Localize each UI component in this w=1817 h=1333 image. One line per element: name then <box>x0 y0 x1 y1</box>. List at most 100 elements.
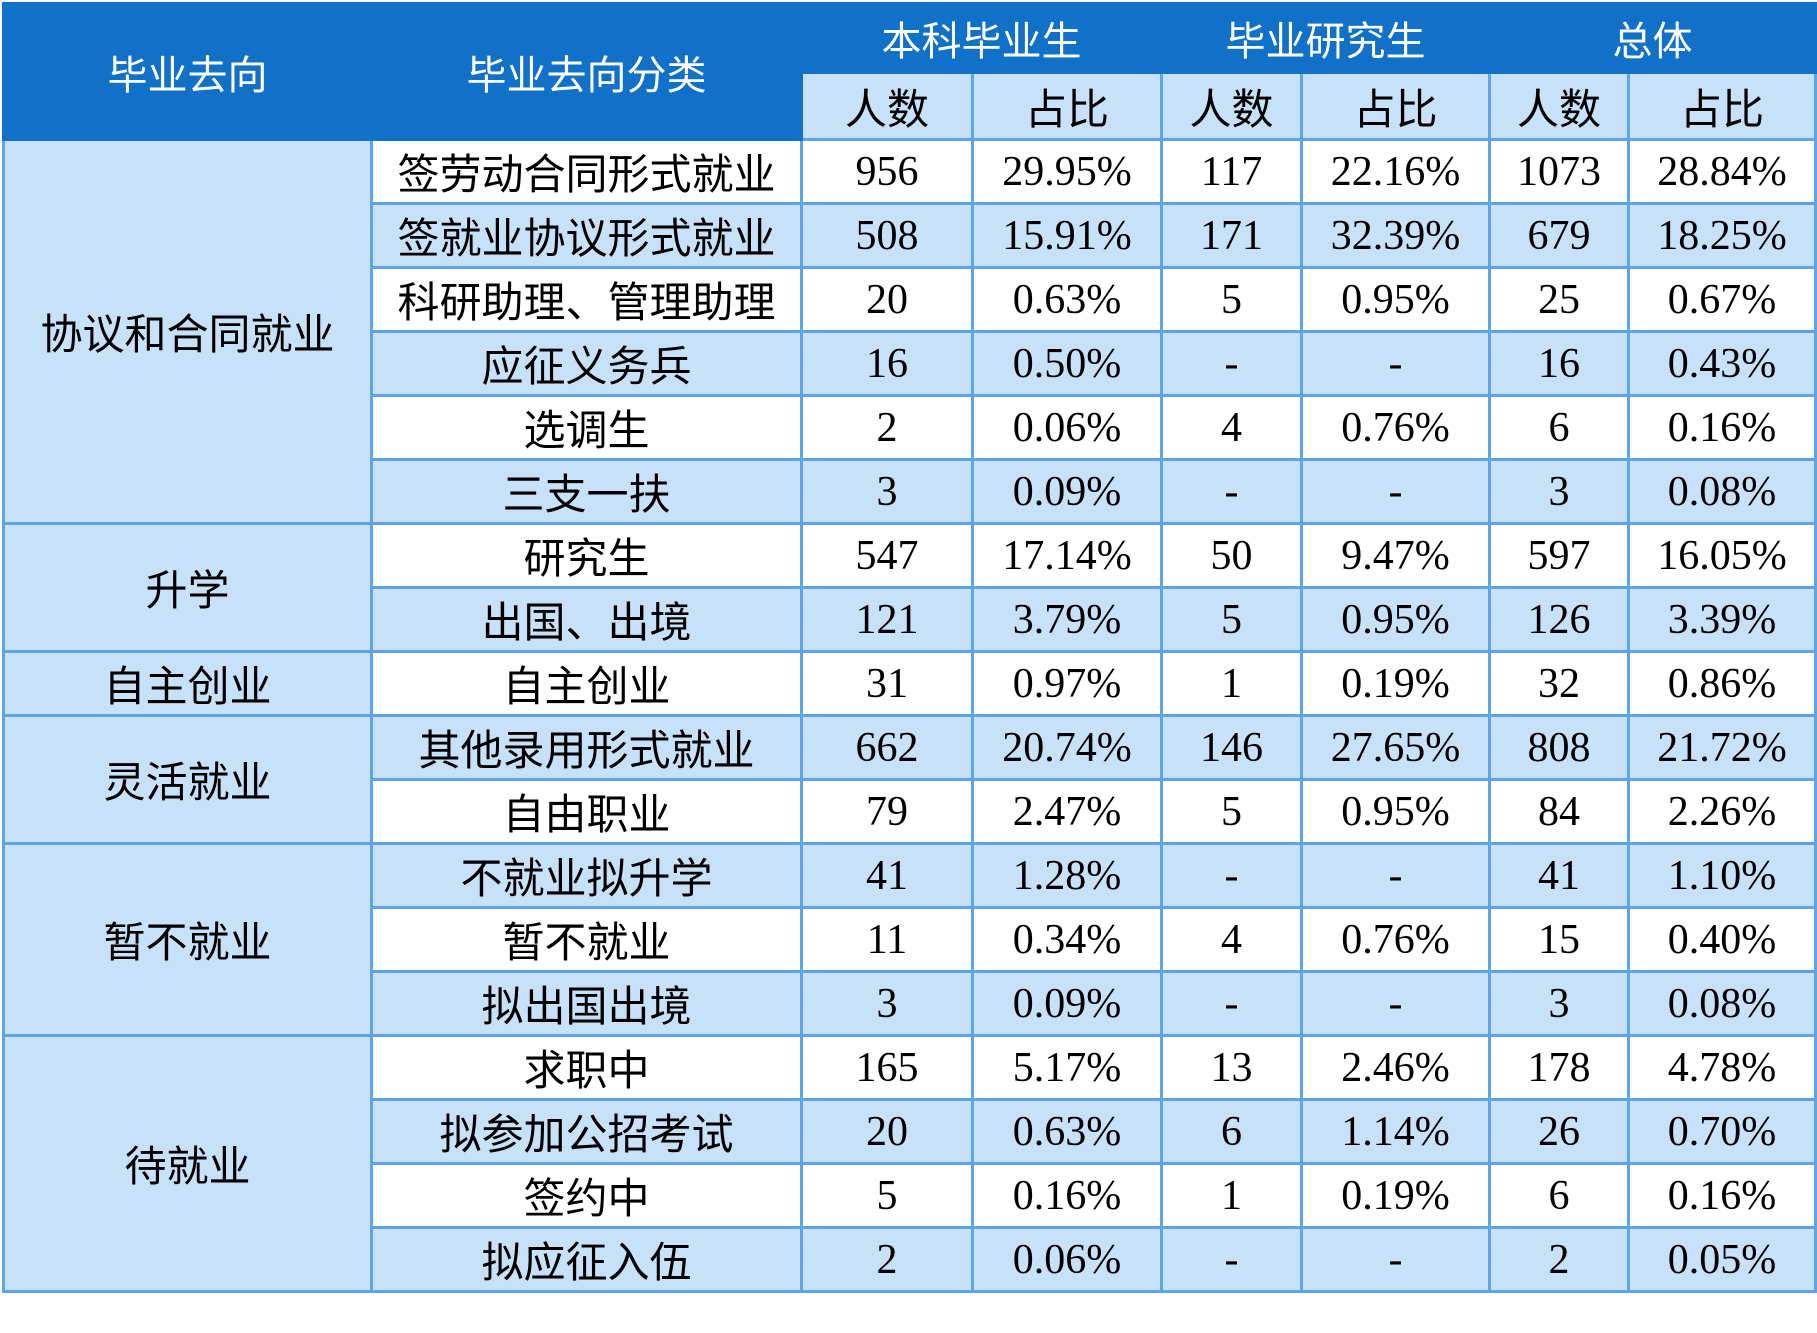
table-row: 升学 研究生 547 17.14% 50 9.47% 597 16.05% <box>2 522 1817 653</box>
category-cell: 签就业协议形式就业 <box>370 202 803 269</box>
ug-ratio-cell: 1.28% <box>971 842 1163 909</box>
destination-group-cell: 待就业 <box>2 1034 373 1293</box>
ug-ratio-cell: 0.06% <box>971 1226 1163 1293</box>
category-cell: 选调生 <box>370 394 803 461</box>
all-count-cell: 16 <box>1488 330 1630 397</box>
all-ratio-cell: 0.43% <box>1627 330 1817 397</box>
header-pg-ratio: 占比 <box>1300 71 1491 141</box>
pg-ratio-cell: 2.46% <box>1300 1034 1491 1101</box>
all-ratio-cell: 0.16% <box>1627 394 1817 461</box>
all-count-cell: 26 <box>1488 1098 1630 1165</box>
pg-count-cell: 6 <box>1160 1098 1303 1165</box>
table-row: 暂不就业 11 0.34% 4 0.76% 15 0.40% <box>4 906 1817 973</box>
pg-ratio-cell: - <box>1300 1226 1491 1293</box>
ug-ratio-cell: 17.14% <box>971 522 1163 589</box>
ug-ratio-cell: 2.47% <box>971 778 1163 845</box>
ug-ratio-cell: 0.34% <box>971 906 1163 973</box>
all-count-cell: 32 <box>1488 650 1630 717</box>
all-count-cell: 679 <box>1488 202 1630 269</box>
pg-count-cell: 4 <box>1160 906 1303 973</box>
category-cell: 出国、出境 <box>370 586 803 653</box>
pg-ratio-cell: 1.14% <box>1300 1098 1491 1165</box>
table-row: 拟出国出境 3 0.09% - -3 0.08% <box>4 970 1817 1037</box>
ug-ratio-cell: 0.16% <box>971 1162 1163 1229</box>
category-cell: 拟应征入伍 <box>370 1226 803 1293</box>
table-row: 科研助理、管理助理 20 0.63% 5 0.95% 25 0.67% <box>4 266 1817 333</box>
table-row: 灵活就业 其他录用形式就业 662 20.74% 146 27.65% 808 21.72% <box>2 714 1817 845</box>
ug-count-cell: 2 <box>800 1226 974 1293</box>
ug-count-cell: 956 <box>800 138 974 205</box>
all-ratio-cell: 16.05% <box>1627 522 1817 589</box>
pg-count-cell: 171 <box>1160 202 1303 269</box>
category-cell: 科研助理、管理助理 <box>370 266 803 333</box>
destination-group-cell: 自主创业 <box>2 650 373 717</box>
all-ratio-cell: 0.86% <box>1627 650 1817 717</box>
pg-count-cell: 1 <box>1160 650 1303 717</box>
pg-count-cell: 117 <box>1160 138 1303 205</box>
pg-count-cell: - <box>1160 970 1303 1037</box>
destination-group-cell: 升学 <box>2 522 373 653</box>
pg-ratio-cell: - <box>1300 842 1491 909</box>
category-cell: 拟参加公招考试 <box>370 1098 803 1165</box>
table-body: 协议和合同就业 签劳动合同形式就业 956 29.95% 117 22.16% 1073 28… <box>2 138 1817 1293</box>
ug-ratio-cell: 15.91% <box>971 202 1163 269</box>
table-row: 协议和合同就业 签劳动合同形式就业 956 29.95% 117 22.16% 1073 28… <box>2 138 1817 525</box>
ug-count-cell: 20 <box>800 266 974 333</box>
all-ratio-cell: 28.84% <box>1627 138 1817 205</box>
pg-ratio-cell: 9.47% <box>1300 522 1491 589</box>
table-row: 出国、出境 121 3.79% 5 0.95% 126 3.39% <box>4 586 1817 653</box>
pg-ratio-cell: 0.76% <box>1300 394 1491 461</box>
header-pg-count: 人数 <box>1160 71 1303 141</box>
ug-ratio-cell: 0.06% <box>971 394 1163 461</box>
pg-ratio-cell: 0.95% <box>1300 778 1491 845</box>
ug-ratio-cell: 20.74% <box>971 714 1163 781</box>
pg-ratio-cell: 27.65% <box>1300 714 1491 781</box>
category-cell: 拟出国出境 <box>370 970 803 1037</box>
pg-ratio-cell: - <box>1300 330 1491 397</box>
pg-ratio-cell: 0.95% <box>1300 586 1491 653</box>
ug-ratio-cell: 29.95% <box>971 138 1163 205</box>
ug-ratio-cell: 0.50% <box>971 330 1163 397</box>
category-cell: 研究生 <box>370 522 803 589</box>
pg-count-cell: - <box>1160 842 1303 909</box>
all-count-cell: 3 <box>1488 970 1630 1037</box>
category-cell: 签劳动合同形式就业 <box>370 138 803 205</box>
category-cell: 签约中 <box>370 1162 803 1229</box>
ug-count-cell: 3 <box>800 458 974 525</box>
pg-count-cell: 50 <box>1160 522 1303 589</box>
category-cell: 应征义务兵 <box>370 330 803 397</box>
table-row: 拟应征入伍 2 0.06% - -2 0.05% <box>4 1226 1817 1293</box>
table-row: 自主创业 自主创业 31 0.97% 1 0.19% 32 0.86% <box>2 650 1817 717</box>
all-count-cell: 597 <box>1488 522 1630 589</box>
category-cell: 其他录用形式就业 <box>370 714 803 781</box>
pg-ratio-cell: 0.95% <box>1300 266 1491 333</box>
table-row: 暂不就业 不就业拟升学 41 1.28% - -41 1.10% <box>2 842 1817 1037</box>
all-count-cell: 6 <box>1488 394 1630 461</box>
all-ratio-cell: 0.67% <box>1627 266 1817 333</box>
category-cell: 自由职业 <box>370 778 803 845</box>
all-count-cell: 25 <box>1488 266 1630 333</box>
table-row: 拟参加公招考试 20 0.63% 6 1.14% 26 0.70% <box>4 1098 1817 1165</box>
category-cell: 求职中 <box>370 1034 803 1101</box>
ug-count-cell: 2 <box>800 394 974 461</box>
header-all-count: 人数 <box>1488 71 1630 141</box>
all-count-cell: 41 <box>1488 842 1630 909</box>
all-ratio-cell: 2.26% <box>1627 778 1817 845</box>
table-row: 应征义务兵 16 0.50% - -16 0.43% <box>4 330 1817 397</box>
ug-ratio-cell: 0.63% <box>971 1098 1163 1165</box>
all-count-cell: 3 <box>1488 458 1630 525</box>
ug-count-cell: 31 <box>800 650 974 717</box>
category-cell: 暂不就业 <box>370 906 803 973</box>
header-destination: 毕业去向 <box>2 2 373 141</box>
pg-count-cell: 4 <box>1160 394 1303 461</box>
all-count-cell: 6 <box>1488 1162 1630 1229</box>
header-ug-ratio: 占比 <box>971 71 1163 141</box>
ug-count-cell: 41 <box>800 842 974 909</box>
pg-count-cell: 146 <box>1160 714 1303 781</box>
pg-count-cell: - <box>1160 458 1303 525</box>
table-row: 签约中 5 0.16% 1 0.19% 6 0.16% <box>4 1162 1817 1229</box>
destination-group-cell: 灵活就业 <box>2 714 373 845</box>
pg-count-cell: - <box>1160 1226 1303 1293</box>
all-ratio-cell: 0.08% <box>1627 458 1817 525</box>
table-header: 毕业去向 毕业去向分类 本科毕业生 毕业研究生 总体 人数 占比 人数 占比 人… <box>2 2 1817 141</box>
